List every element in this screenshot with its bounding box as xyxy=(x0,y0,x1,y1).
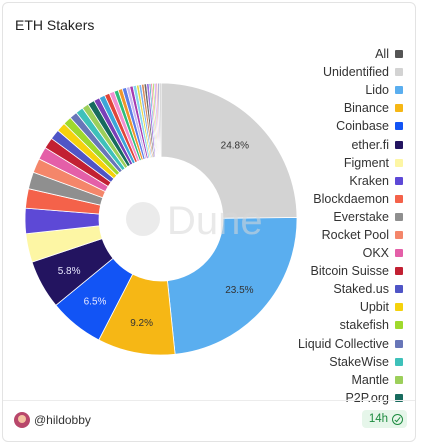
legend-label: P2P.org xyxy=(345,390,389,405)
legend-swatch xyxy=(395,104,403,113)
legend-swatch xyxy=(395,212,403,221)
legend-swatch xyxy=(395,303,403,312)
legend-item-blockdaemon[interactable]: Blockdaemon xyxy=(253,190,403,208)
legend-swatch xyxy=(395,140,403,149)
legend-item-mantle[interactable]: Mantle xyxy=(253,371,403,389)
legend-swatch xyxy=(395,321,403,330)
slice-value-label: 9.2% xyxy=(130,318,153,329)
legend-label: Coinbase xyxy=(336,119,389,134)
slice-value-label: 6.5% xyxy=(84,297,107,308)
legend-label: ether.fi xyxy=(351,137,389,152)
dune-watermark: Dune xyxy=(126,199,263,243)
legend-label: Kraken xyxy=(349,173,389,188)
legend-swatch xyxy=(395,393,403,402)
chart-card: ETH Stakers Dune 24.8% 23.5% 9.2% 6.5% 5.8% … xyxy=(2,2,416,442)
legend-swatch xyxy=(395,122,403,131)
legend-item-coinbase[interactable]: Coinbase xyxy=(253,117,403,135)
legend-item-rocket-pool[interactable]: Rocket Pool xyxy=(253,226,403,244)
pie-slice-lido[interactable] xyxy=(166,217,298,355)
legend-label: Upbit xyxy=(359,300,389,315)
legend-item-okx[interactable]: OKX xyxy=(253,244,403,262)
slice-value-label: 23.5% xyxy=(225,285,253,296)
legend-swatch xyxy=(395,375,403,384)
chart-legend: All Unidentified Lido Binance Coinbase ether.… xyxy=(253,45,403,407)
legend-swatch xyxy=(395,86,403,95)
legend-swatch xyxy=(395,285,403,294)
card-footer: @hildobby 14h xyxy=(3,400,415,441)
legend-item-kraken[interactable]: Kraken xyxy=(253,172,403,190)
legend-label: StakeWise xyxy=(329,354,389,369)
legend-swatch xyxy=(395,158,403,167)
slice-value-label: 5.8% xyxy=(58,266,81,277)
legend-label: Mantle xyxy=(351,372,389,387)
legend-label: Rocket Pool xyxy=(321,227,389,242)
legend-label: All xyxy=(375,47,389,62)
legend-item-everstake[interactable]: Everstake xyxy=(253,208,403,226)
slice-value-label: 24.8% xyxy=(221,140,249,151)
legend-swatch xyxy=(395,176,403,185)
legend-label: Liquid Collective xyxy=(297,336,389,351)
legend-swatch xyxy=(395,50,403,59)
legend-swatch xyxy=(395,230,403,239)
legend-item-all[interactable]: All xyxy=(253,45,403,63)
donut-chart: Dune 24.8% 23.5% 9.2% 6.5% 5.8% xyxy=(24,82,298,356)
author-username[interactable]: @hildobby xyxy=(34,413,91,427)
legend-item-figment[interactable]: Figment xyxy=(253,154,403,172)
watermark-text: Dune xyxy=(167,199,263,243)
legend-swatch xyxy=(395,357,403,366)
legend-item-binance[interactable]: Binance xyxy=(253,99,403,117)
legend-label: Blockdaemon xyxy=(313,191,389,206)
legend-item-stakefish[interactable]: stakefish xyxy=(253,316,403,334)
avatar[interactable] xyxy=(14,412,30,428)
legend-item-stakewise[interactable]: StakeWise xyxy=(253,353,403,371)
legend-label: Staked.us xyxy=(333,282,389,297)
legend-label: Lido xyxy=(365,83,389,98)
legend-item-ether-fi[interactable]: ether.fi xyxy=(253,135,403,153)
legend-label: Figment xyxy=(343,155,389,170)
legend-label: Binance xyxy=(343,101,389,116)
legend-item-unidentified[interactable]: Unidentified xyxy=(253,63,403,81)
check-circle-icon xyxy=(392,413,403,425)
legend-label: Everstake xyxy=(333,209,389,224)
legend-item-bitcoin-suisse[interactable]: Bitcoin Suisse xyxy=(253,262,403,280)
legend-label: stakefish xyxy=(339,318,389,333)
legend-item-staked-us[interactable]: Staked.us xyxy=(253,280,403,298)
legend-swatch xyxy=(395,339,403,348)
legend-swatch xyxy=(395,267,403,276)
pie-slice-unidentified[interactable] xyxy=(160,82,298,219)
freshness-label: 14h xyxy=(368,413,388,425)
legend-swatch xyxy=(395,194,403,203)
legend-item-liquid-collective[interactable]: Liquid Collective xyxy=(253,335,403,353)
legend-item-p2p-org[interactable]: P2P.org xyxy=(253,389,403,407)
legend-item-upbit[interactable]: Upbit xyxy=(253,298,403,316)
legend-item-lido[interactable]: Lido xyxy=(253,81,403,99)
legend-label: Bitcoin Suisse xyxy=(310,264,389,279)
dune-logo-icon xyxy=(126,202,160,236)
legend-swatch xyxy=(395,249,403,258)
freshness-badge[interactable]: 14h xyxy=(361,410,407,428)
legend-label: Unidentified xyxy=(322,65,389,80)
legend-swatch xyxy=(395,68,403,77)
pie-slice-other-40[interactable] xyxy=(158,82,162,158)
legend-label: OKX xyxy=(362,246,389,261)
chart-title: ETH Stakers xyxy=(15,17,95,33)
